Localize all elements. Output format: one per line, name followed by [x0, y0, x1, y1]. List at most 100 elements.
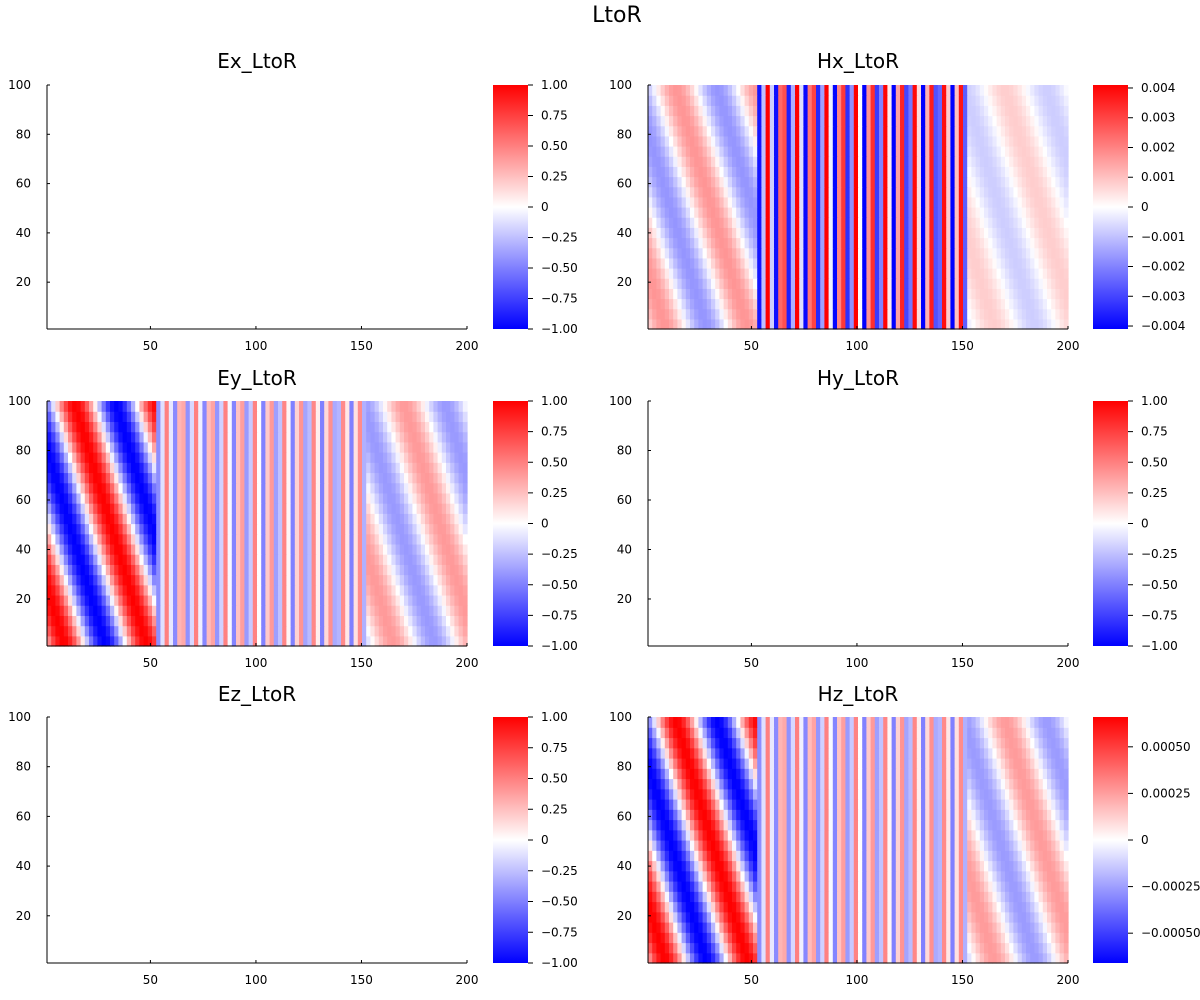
heatmap-cell	[206, 176, 212, 188]
heatmap-cell	[454, 308, 460, 320]
heatmap-cell	[677, 196, 683, 208]
heatmap-cell	[202, 176, 208, 188]
heatmap-cell	[341, 115, 346, 127]
heatmap-cell	[257, 176, 262, 188]
heatmap-cell	[55, 146, 61, 157]
heatmap-cell	[673, 268, 678, 279]
heatmap-cell	[1038, 217, 1044, 228]
heatmap-cell	[273, 176, 279, 188]
heatmap-cell	[395, 207, 401, 218]
heatmap-cell	[147, 237, 153, 249]
heatmap-cell	[315, 278, 321, 289]
heatmap-cell	[992, 85, 998, 96]
heatmap-cell	[51, 166, 56, 178]
heatmap-cell	[656, 308, 662, 320]
heatmap-cell	[925, 257, 930, 269]
heatmap-cell	[135, 166, 140, 178]
heatmap-cell	[248, 186, 254, 198]
heatmap-cell	[412, 207, 418, 218]
heatmap-cell	[215, 278, 220, 289]
heatmap-cell	[324, 95, 329, 106]
heatmap-cell	[967, 237, 972, 249]
heatmap-cell	[97, 176, 103, 188]
heatmap-cell	[942, 105, 947, 117]
heatmap-cell	[971, 115, 977, 127]
heatmap-cell	[807, 217, 813, 228]
heatmap-cell	[933, 156, 939, 167]
heatmap-cell	[408, 257, 413, 269]
heatmap-cell	[677, 247, 683, 259]
heatmap-cell	[874, 85, 880, 96]
heatmap-cell	[349, 278, 355, 289]
heatmap-cell	[227, 318, 233, 330]
heatmap-cell	[416, 135, 422, 147]
heatmap-cell	[416, 217, 422, 228]
heatmap-cell	[677, 85, 683, 96]
heatmap-cell	[244, 166, 250, 178]
heatmap-cell	[177, 135, 182, 147]
heatmap-cell	[433, 217, 439, 228]
heatmap-cell	[929, 146, 935, 157]
heatmap-cell	[883, 237, 888, 249]
heatmap-cell	[374, 298, 380, 310]
heatmap-cell	[1047, 268, 1052, 279]
heatmap-cell	[769, 196, 775, 208]
heatmap-cell	[1059, 176, 1065, 188]
heatmap-cell	[841, 196, 846, 208]
heatmap-cell	[702, 135, 708, 147]
heatmap-cell	[984, 85, 989, 96]
heatmap-cell	[883, 247, 888, 259]
heatmap-cell	[395, 85, 401, 96]
heatmap-cell	[1038, 268, 1044, 279]
heatmap-cell	[652, 166, 657, 178]
heatmap-cell	[458, 247, 464, 259]
heatmap-cell	[173, 115, 178, 127]
heatmap-cell	[715, 105, 720, 117]
heatmap-cell	[223, 217, 229, 228]
heatmap-cell	[244, 115, 250, 127]
heatmap-cell	[240, 105, 245, 117]
heatmap-cell	[273, 95, 279, 106]
heatmap-cell	[937, 196, 943, 208]
heatmap-cell	[837, 125, 842, 137]
heatmap-cell	[383, 237, 388, 249]
heatmap-cell	[89, 85, 94, 96]
heatmap-cell	[858, 105, 863, 117]
heatmap-cell	[143, 288, 149, 300]
heatmap-cell	[93, 217, 98, 228]
heatmap-cell	[97, 166, 103, 178]
heatmap-cell	[404, 635, 409, 647]
heatmap-cell	[97, 237, 103, 249]
heatmap-cell	[303, 318, 308, 330]
heatmap-cell	[366, 318, 371, 330]
heatmap-cell	[126, 635, 132, 647]
heatmap-cell	[290, 166, 296, 178]
heatmap-cell	[198, 186, 203, 198]
heatmap-cell	[420, 125, 426, 137]
heatmap-cell	[904, 288, 909, 300]
heatmap-cell	[122, 125, 128, 137]
heatmap-cell	[324, 166, 329, 178]
heatmap-cell	[189, 125, 195, 137]
heatmap-cell	[866, 85, 872, 96]
heatmap-cell	[1047, 308, 1052, 320]
heatmap-cell	[769, 247, 775, 259]
heatmap-cell	[189, 288, 195, 300]
heatmap-cell	[946, 268, 951, 279]
heatmap-cell	[72, 146, 77, 157]
heatmap-cell	[727, 217, 733, 228]
heatmap-cell	[336, 115, 342, 127]
heatmap-cell	[912, 227, 918, 239]
heatmap-cell	[362, 125, 367, 137]
heatmap-cell	[240, 135, 245, 147]
heatmap-cell	[761, 196, 767, 208]
heatmap-cell	[870, 105, 876, 117]
heatmap-cell	[879, 146, 884, 157]
heatmap-cell	[168, 176, 174, 188]
heatmap-cell	[135, 186, 140, 198]
heatmap-cell	[412, 288, 418, 300]
heatmap-cell	[202, 196, 208, 208]
heatmap-cell	[160, 308, 166, 320]
heatmap-cell	[904, 156, 909, 167]
